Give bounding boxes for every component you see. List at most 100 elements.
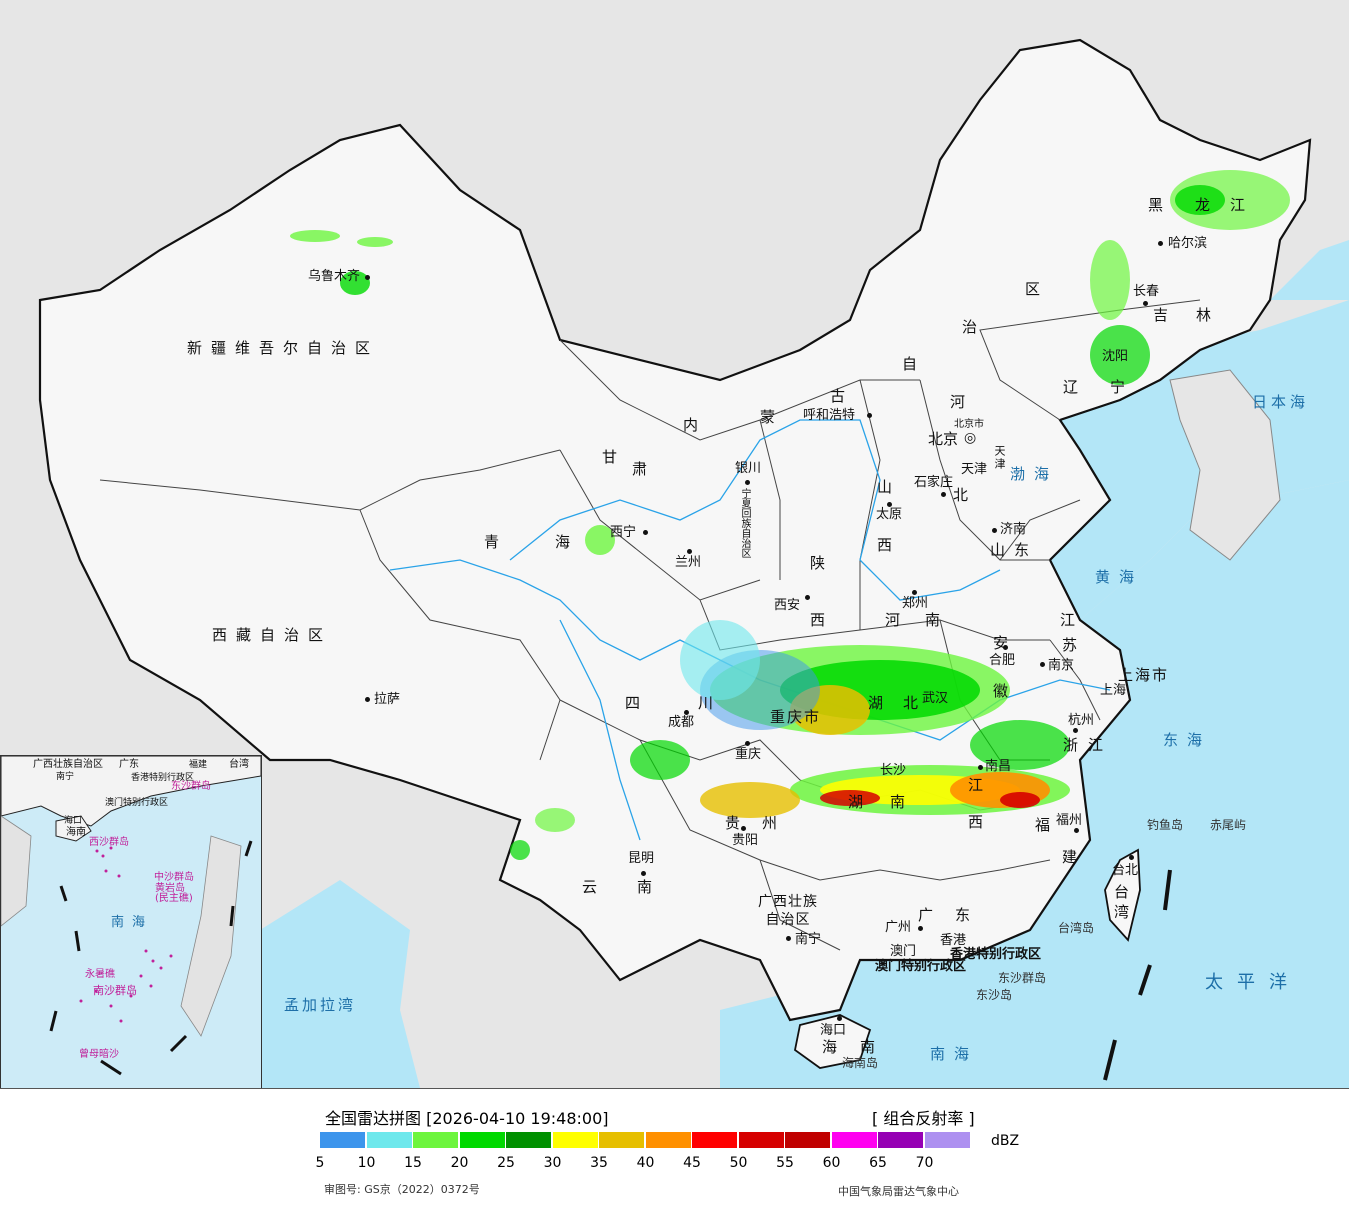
- city-dot: [837, 1016, 842, 1021]
- city-nanjing: 南京: [1048, 658, 1075, 673]
- city-shanghai: 上海: [1100, 683, 1127, 698]
- province-liaoning-1: 辽: [1063, 378, 1088, 396]
- island-chiwei: 赤尾屿: [1210, 818, 1247, 832]
- south-china-sea-inset: 广西壮族自治区 广东 福建 台湾 南宁 香港特别行政区 澳门特别行政区 东沙群岛…: [0, 755, 262, 1088]
- province-zhejiang-2: 江: [1088, 736, 1113, 754]
- city-beijingshi: 北京市: [954, 419, 984, 430]
- inset-label-haikou: 海口: [64, 816, 83, 826]
- scale-tick-label: 30: [543, 1155, 562, 1171]
- scale-tick-label: 70: [915, 1155, 934, 1171]
- province-yunnan-2: 南: [637, 878, 662, 896]
- city-dot: [992, 528, 997, 533]
- city-zhengzhou: 郑州: [902, 596, 929, 611]
- island-dongsha-group: 东沙群岛: [998, 971, 1047, 985]
- inset-label-yongshu: 永暑礁: [85, 969, 115, 980]
- city-harbin: 哈尔滨: [1168, 236, 1208, 251]
- scale-tick-label: 25: [497, 1155, 515, 1171]
- province-yunnan-1: 云: [582, 878, 607, 896]
- province-neimenggu-1: 内: [683, 416, 708, 434]
- province-heilongjiang-3: 江: [1230, 196, 1255, 214]
- city-macau: 澳门: [890, 944, 917, 959]
- city-wuhan: 武汉: [922, 691, 949, 706]
- inset-canvas: [1, 756, 261, 1076]
- province-tianjin: 天津: [993, 445, 1006, 471]
- province-hainan-2: 南: [860, 1038, 885, 1056]
- city-xian: 西安: [774, 598, 801, 613]
- sea-bohai: 渤海: [1010, 465, 1059, 483]
- taiwan-island: [1104, 848, 1141, 942]
- province-hongkong-sar: 香港特别行政区: [950, 947, 1042, 962]
- province-qinghai-b: 海: [555, 533, 580, 551]
- province-hunan-2: 南: [890, 793, 915, 811]
- city-dot: [684, 710, 689, 715]
- province-shanxi-1: 山: [877, 478, 902, 496]
- legend-unit: dBZ: [991, 1133, 1020, 1149]
- city-xining: 西宁: [610, 525, 637, 540]
- province-neimenggu-2: 蒙: [760, 408, 785, 426]
- city-beijing: 北京: [928, 430, 959, 448]
- island-dongsha: 东沙岛: [976, 988, 1013, 1002]
- city-jinan: 济南: [1000, 522, 1027, 537]
- city-chongqing: 重庆: [735, 747, 762, 762]
- province-hubei-1: 湖: [868, 694, 893, 712]
- province-guangdong-2: 东: [955, 906, 980, 924]
- province-guizhou-2: 州: [762, 814, 787, 832]
- legend-title: 全国雷达拼图 [2026-04-10 19:48:00]: [325, 1109, 609, 1128]
- inset-label-xisha: 西沙群岛: [89, 837, 129, 848]
- city-dot: [1158, 241, 1163, 246]
- city-lhasa: 拉萨: [374, 692, 401, 707]
- province-guizhou-1: 贵: [725, 814, 750, 832]
- city-dot: [887, 502, 892, 507]
- province-henan-1: 河: [885, 611, 910, 629]
- inset-label-macao: 澳门特别行政区: [105, 798, 169, 808]
- city-shenyang: 沈阳: [1102, 349, 1129, 364]
- scale-tick-label: 5: [315, 1155, 325, 1171]
- province-shaanxi-2: 西: [810, 611, 835, 629]
- maritime-boundaries: [1103, 869, 1172, 1081]
- color-swatch: [645, 1132, 691, 1148]
- scale-tick-label: 10: [357, 1155, 376, 1171]
- province-hubei-2: 北: [903, 694, 928, 712]
- inset-label-fujian: 福建: [189, 760, 208, 770]
- scale-tick-label: 20: [450, 1155, 469, 1171]
- korea-peninsula: [1169, 369, 1281, 561]
- province-neimenggu-6: 区: [1025, 280, 1050, 298]
- city-dot: [741, 826, 746, 831]
- legend-product: [ 组合反射率 ]: [872, 1109, 975, 1128]
- sea-huanghai: 黄海: [1095, 568, 1144, 586]
- province-shandong: 山东: [990, 541, 1039, 559]
- city-dot: [745, 741, 750, 746]
- province-qinghai-a: 青: [484, 533, 509, 551]
- city-guangzhou: 广州: [885, 920, 912, 935]
- scale-tick-label: 55: [776, 1155, 794, 1171]
- province-guangdong-1: 广: [918, 906, 943, 924]
- inset-label-guangxi: 广西壮族自治区: [33, 759, 103, 770]
- color-swatch: [459, 1132, 505, 1148]
- island-diaoyu: 钓鱼岛: [1147, 818, 1184, 832]
- capital-icon: ◎: [964, 430, 977, 446]
- city-dot: [643, 530, 648, 535]
- color-swatch: [366, 1132, 412, 1148]
- province-jiangsu-1: 江: [1060, 611, 1085, 629]
- province-sichuan-2: 川: [698, 694, 723, 712]
- radar-echoes: [290, 170, 1290, 860]
- inset-label-nanning: 南宁: [56, 772, 75, 782]
- province-fujian-2: 建: [1062, 848, 1087, 866]
- color-swatch: [506, 1132, 551, 1148]
- data-source: 中国气象局雷达气象中心: [838, 1185, 959, 1198]
- city-taipei: 台北: [1112, 863, 1139, 878]
- inset-label-huangyan: 黄岩岛 (民主礁): [155, 883, 193, 904]
- city-dot: [1040, 662, 1045, 667]
- province-jilin-2: 林: [1196, 306, 1221, 324]
- province-taiwan: 台 湾: [1114, 883, 1139, 921]
- approval-number: 审图号: GS京（2022）0372号: [324, 1183, 480, 1196]
- province-chongqing: 重庆市: [770, 708, 822, 726]
- color-swatch: [599, 1132, 644, 1148]
- city-dot: [1143, 301, 1148, 306]
- city-dot: [786, 936, 791, 941]
- city-dot: [941, 492, 946, 497]
- scale-tick-label: 65: [869, 1155, 887, 1171]
- city-urumqi: 乌鲁木齐: [308, 269, 361, 284]
- inset-label-nanhai: 南海: [111, 915, 154, 930]
- city-dot: [918, 926, 923, 931]
